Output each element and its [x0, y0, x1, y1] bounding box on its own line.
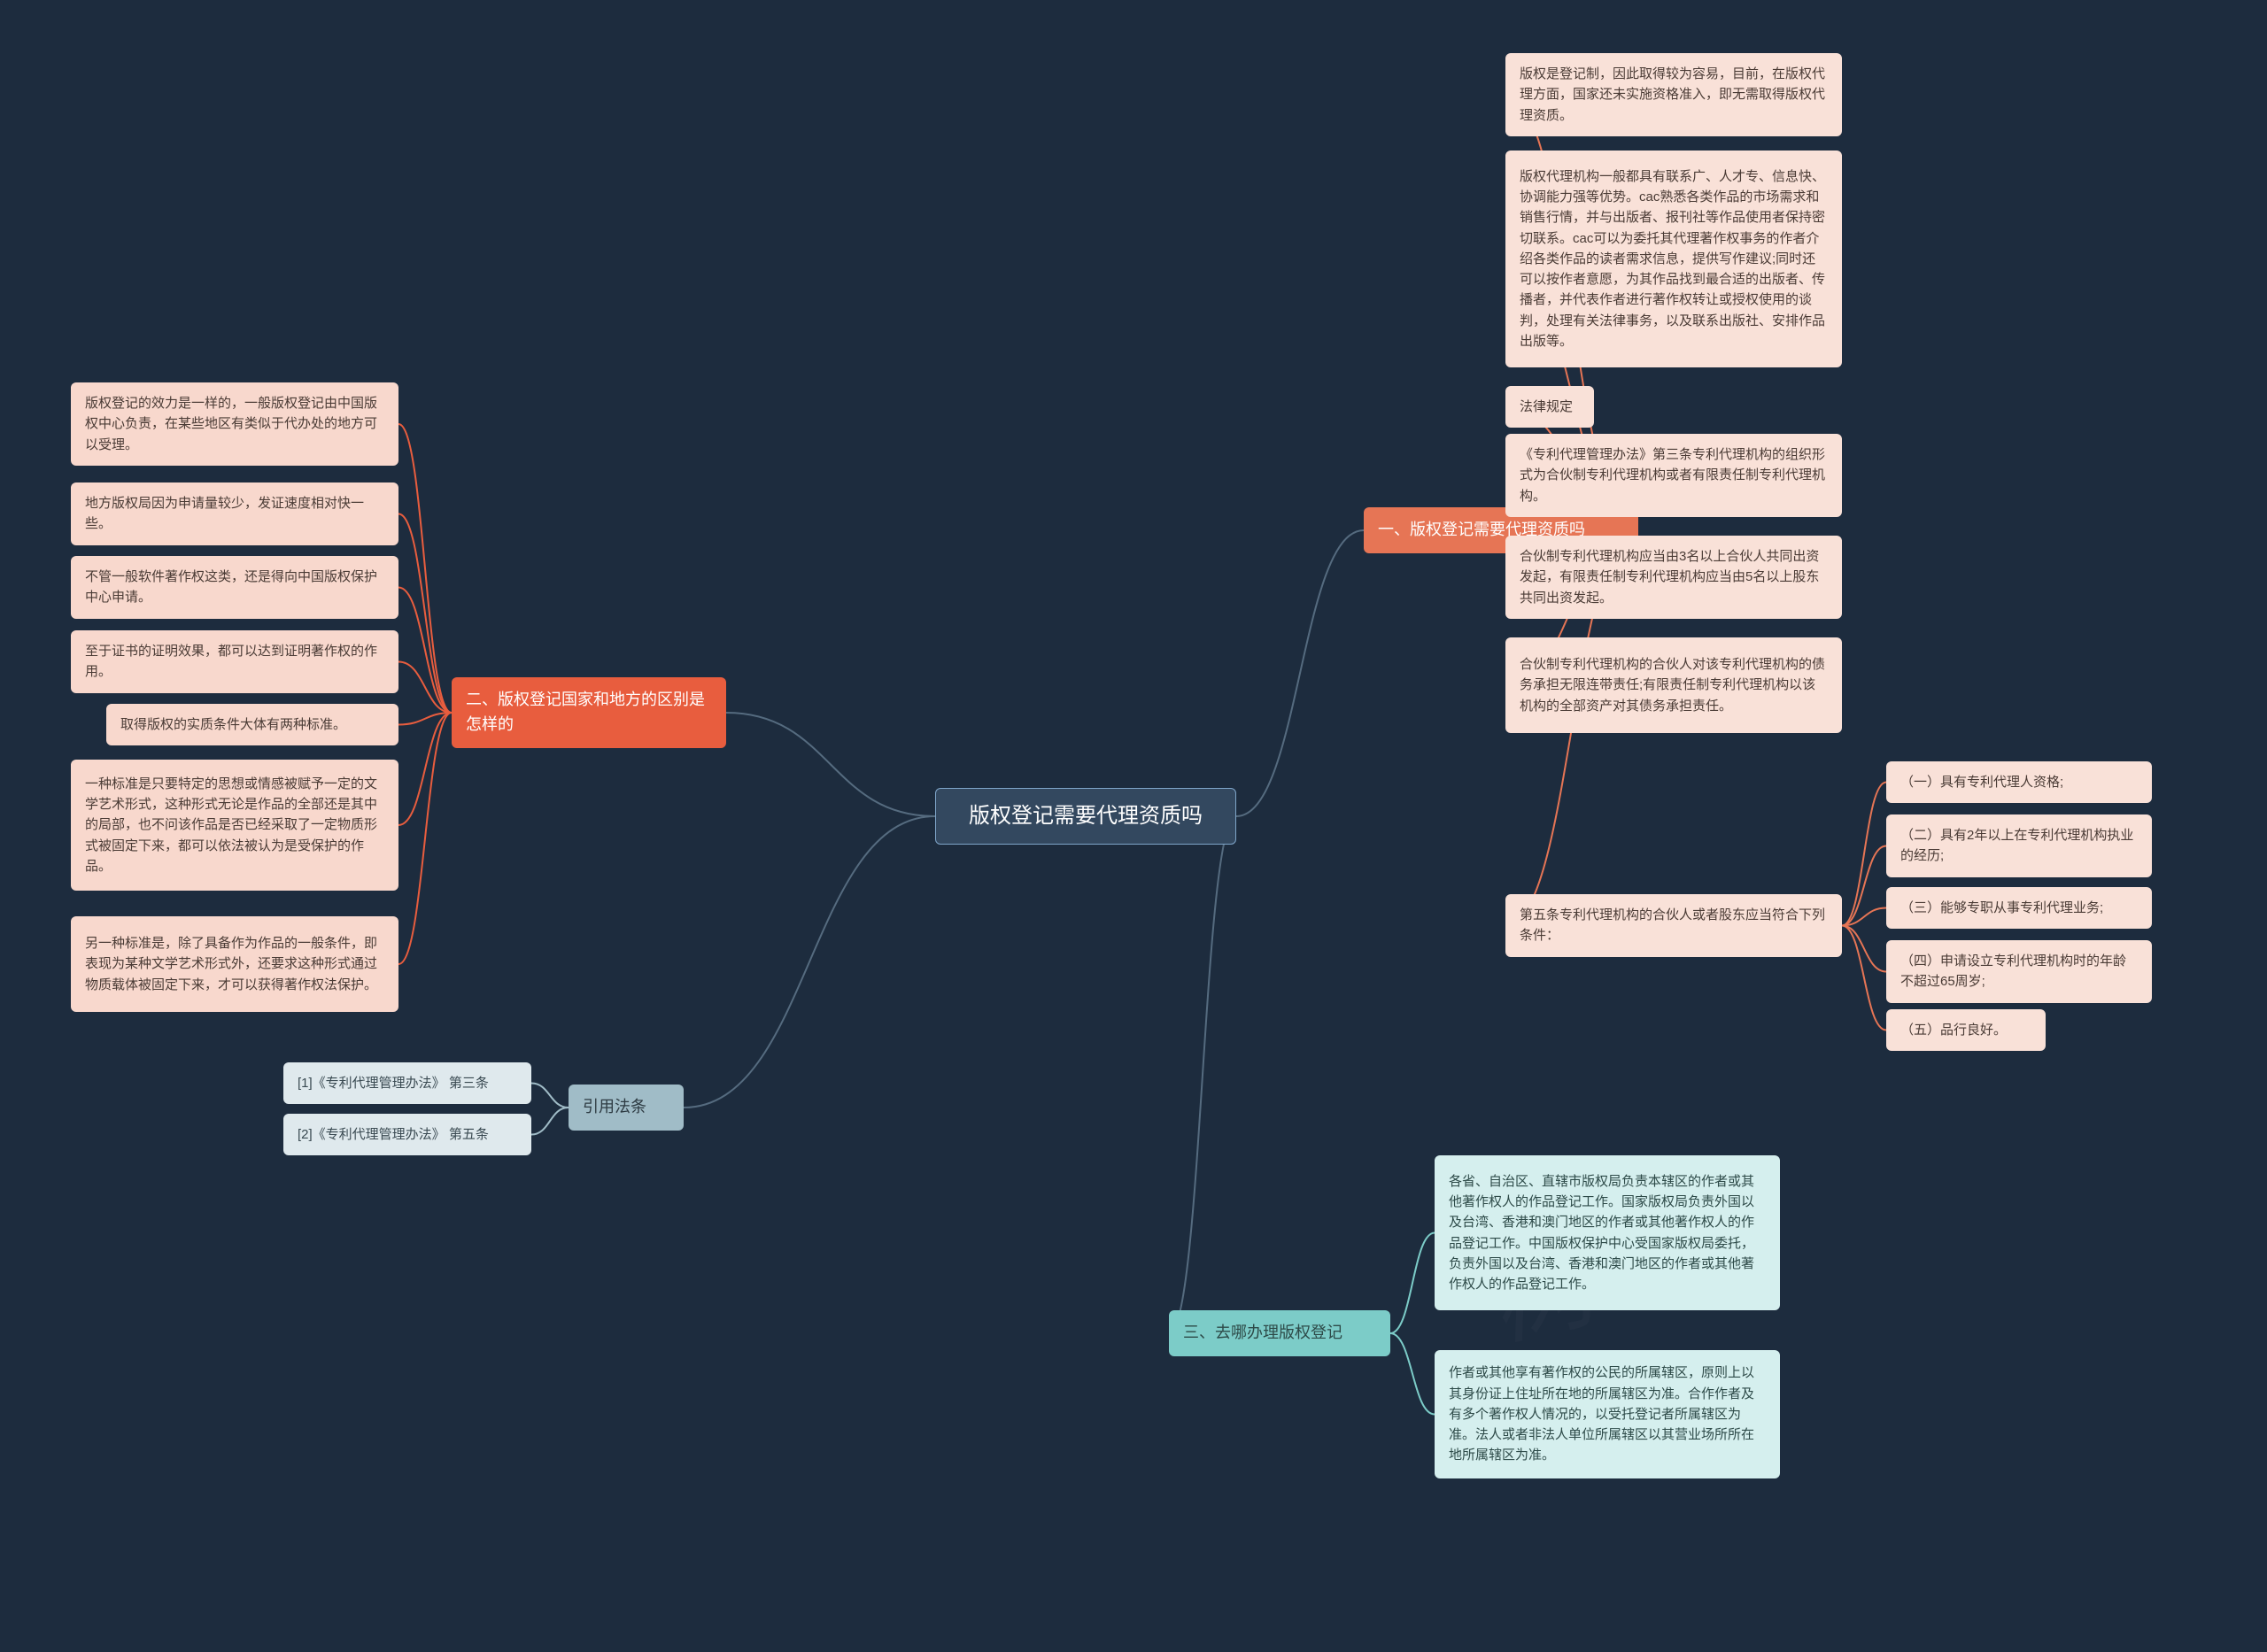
section-1-sub5-leaf: （一）具有专利代理人资格; — [1886, 761, 2152, 803]
section-1-leaf: 合伙制专利代理机构的合伙人对该专利代理机构的债务承担无限连带责任;有限责任制专利… — [1505, 637, 1842, 733]
section-2-leaf-label: 取得版权的实质条件大体有两种标准。 — [120, 714, 346, 735]
section-2: 二、版权登记国家和地方的区别是怎样的 — [452, 677, 726, 748]
connector — [726, 713, 935, 816]
section-2-leaf-label: 不管一般软件著作权这类，还是得向中国版权保护中心申请。 — [85, 567, 384, 608]
section-1-leaf: 版权是登记制，因此取得较为容易，目前，在版权代理方面，国家还未实施资格准入，即无… — [1505, 53, 1842, 136]
section-1-sub5-leaf-label: （二）具有2年以上在专利代理机构执业的经历; — [1900, 825, 2138, 867]
section-1-sub5: 第五条专利代理机构的合伙人或者股东应当符合下列条件： — [1505, 894, 1842, 957]
connector — [398, 588, 452, 714]
section-1-leaf-label: 合伙制专利代理机构的合伙人对该专利代理机构的债务承担无限连带责任;有限责任制专利… — [1520, 654, 1828, 716]
section-1-leaf-label: 法律规定 — [1520, 397, 1573, 417]
section-3: 三、去哪办理版权登记 — [1169, 1310, 1390, 1356]
section-1-leaf: 《专利代理管理办法》第三条专利代理机构的组织形式为合伙制专利代理机构或者有限责任… — [1505, 434, 1842, 517]
section-3-label: 三、去哪办理版权登记 — [1183, 1321, 1342, 1346]
section-1-leaf: 版权代理机构一般都具有联系广、人才专、信息快、协调能力强等优势。cac熟悉各类作… — [1505, 151, 1842, 367]
connector — [531, 1108, 569, 1135]
section-1-sub5-leaf-label: （三）能够专职从事专利代理业务; — [1900, 898, 2103, 918]
section-ref-leaf-label: [1]《专利代理管理办法》 第三条 — [298, 1073, 489, 1093]
section-2-leaf: 不管一般软件著作权这类，还是得向中国版权保护中心申请。 — [71, 556, 398, 619]
section-2-leaf: 版权登记的效力是一样的，一般版权登记由中国版权中心负责，在某些地区有类似于代办处… — [71, 382, 398, 466]
section-2-leaf: 地方版权局因为申请量较少，发证速度相对快一些。 — [71, 482, 398, 545]
connector — [1842, 926, 1886, 972]
connector — [1842, 783, 1886, 926]
root-label: 版权登记需要代理资质吗 — [969, 799, 1203, 832]
connector — [1842, 908, 1886, 926]
connector — [398, 713, 452, 725]
connector — [1236, 530, 1364, 816]
section-2-leaf-label: 一种标准是只要特定的思想或情感被赋予一定的文学艺术形式，这种形式无论是作品的全部… — [85, 774, 384, 876]
connector — [1390, 1233, 1435, 1334]
section-3-leaf: 作者或其他享有著作权的公民的所属辖区，原则上以其身份证上住址所在地的所属辖区为准… — [1435, 1350, 1780, 1478]
mindmap-canvas: 版权登记需要代理资质吗 树 树 一、版权登记需要代理资质吗版权是登记制，因此取得… — [0, 0, 2267, 1652]
section-ref: 引用法条 — [569, 1085, 684, 1131]
section-1-sub5-label: 第五条专利代理机构的合伙人或者股东应当符合下列条件： — [1520, 905, 1828, 946]
root-node: 版权登记需要代理资质吗 — [935, 788, 1236, 845]
connector — [684, 816, 935, 1108]
section-3-leaf-label: 作者或其他享有著作权的公民的所属辖区，原则上以其身份证上住址所在地的所属辖区为准… — [1449, 1363, 1766, 1465]
section-1-sub5-leaf: （四）申请设立专利代理机构时的年龄不超过65周岁; — [1886, 940, 2152, 1003]
connector — [398, 713, 452, 825]
connector — [531, 1084, 569, 1108]
section-2-leaf-label: 版权登记的效力是一样的，一般版权登记由中国版权中心负责，在某些地区有类似于代办处… — [85, 393, 384, 455]
section-1-leaf: 合伙制专利代理机构应当由3名以上合伙人共同出资发起，有限责任制专利代理机构应当由… — [1505, 536, 1842, 619]
section-1-sub5-leaf-label: （五）品行良好。 — [1900, 1020, 2007, 1040]
section-1-sub5-leaf: （二）具有2年以上在专利代理机构执业的经历; — [1886, 814, 2152, 877]
section-1-sub5-leaf-label: （一）具有专利代理人资格; — [1900, 772, 2063, 792]
section-2-leaf: 一种标准是只要特定的思想或情感被赋予一定的文学艺术形式，这种形式无论是作品的全部… — [71, 760, 398, 891]
section-1-sub5-leaf: （三）能够专职从事专利代理业务; — [1886, 887, 2152, 929]
connector — [398, 514, 452, 714]
connector — [398, 713, 452, 964]
section-1-leaf: 法律规定 — [1505, 386, 1594, 428]
connector — [1169, 816, 1236, 1333]
section-2-label: 二、版权登记国家和地方的区别是怎样的 — [466, 688, 712, 737]
section-3-leaf: 各省、自治区、直辖市版权局负责本辖区的作者或其他著作权人的作品登记工作。国家版权… — [1435, 1155, 1780, 1310]
section-2-leaf-label: 至于证书的证明效果，都可以达到证明著作权的作用。 — [85, 641, 384, 683]
section-1-sub5-leaf: （五）品行良好。 — [1886, 1009, 2046, 1051]
connector — [398, 662, 452, 714]
section-ref-leaf-label: [2]《专利代理管理办法》 第五条 — [298, 1124, 489, 1145]
connector — [1390, 1333, 1435, 1415]
section-1-leaf-label: 《专利代理管理办法》第三条专利代理机构的组织形式为合伙制专利代理机构或者有限责任… — [1520, 444, 1828, 506]
section-2-leaf-label: 另一种标准是，除了具备作为作品的一般条件，即表现为某种文学艺术形式外，还要求这种… — [85, 933, 384, 995]
section-1-leaf-label: 版权代理机构一般都具有联系广、人才专、信息快、协调能力强等优势。cac熟悉各类作… — [1520, 166, 1828, 351]
connector — [1842, 926, 1886, 1031]
section-2-leaf: 取得版权的实质条件大体有两种标准。 — [106, 704, 398, 745]
section-ref-label: 引用法条 — [583, 1095, 646, 1120]
section-2-leaf-label: 地方版权局因为申请量较少，发证速度相对快一些。 — [85, 493, 384, 535]
section-2-leaf: 至于证书的证明效果，都可以达到证明著作权的作用。 — [71, 630, 398, 693]
section-ref-leaf: [2]《专利代理管理办法》 第五条 — [283, 1114, 531, 1155]
section-1-leaf-label: 合伙制专利代理机构应当由3名以上合伙人共同出资发起，有限责任制专利代理机构应当由… — [1520, 546, 1828, 608]
section-1-sub5-leaf-label: （四）申请设立专利代理机构时的年龄不超过65周岁; — [1900, 951, 2138, 992]
connector — [398, 424, 452, 713]
connector — [1842, 846, 1886, 926]
section-1-leaf-label: 版权是登记制，因此取得较为容易，目前，在版权代理方面，国家还未实施资格准入，即无… — [1520, 64, 1828, 126]
section-ref-leaf: [1]《专利代理管理办法》 第三条 — [283, 1062, 531, 1104]
section-2-leaf: 另一种标准是，除了具备作为作品的一般条件，即表现为某种文学艺术形式外，还要求这种… — [71, 916, 398, 1012]
section-3-leaf-label: 各省、自治区、直辖市版权局负责本辖区的作者或其他著作权人的作品登记工作。国家版权… — [1449, 1171, 1766, 1295]
